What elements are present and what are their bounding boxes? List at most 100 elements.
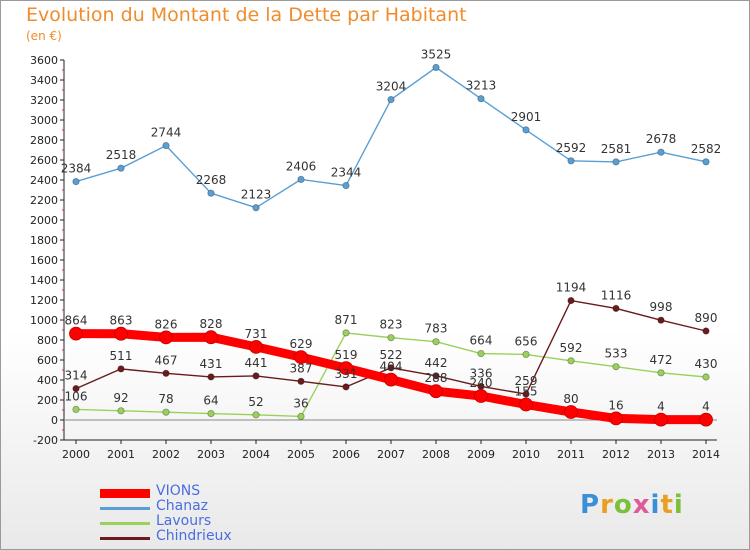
y-tick-label: 400 xyxy=(37,374,58,387)
data-point-chindrieux xyxy=(702,327,710,335)
data-label-chanaz: 2123 xyxy=(241,188,272,202)
x-tick-label: 2006 xyxy=(332,448,360,461)
data-point-chanaz xyxy=(477,95,485,103)
data-label-chanaz: 2678 xyxy=(646,132,677,146)
data-point-vions xyxy=(429,384,443,399)
legend-swatch-chindrieux xyxy=(100,537,150,540)
data-label-chanaz: 2744 xyxy=(151,126,182,140)
data-label-chanaz: 3204 xyxy=(376,80,407,94)
data-label-chindrieux: 1194 xyxy=(556,281,587,295)
data-label-vions: 629 xyxy=(290,337,313,351)
data-label-chanaz: 2268 xyxy=(196,173,227,187)
data-point-vions xyxy=(609,411,623,426)
x-tick-label: 2011 xyxy=(557,448,585,461)
data-point-vions xyxy=(564,405,578,419)
data-point-chanaz xyxy=(297,175,305,183)
y-tick-label: 2200 xyxy=(30,194,58,207)
y-tick-label: 2600 xyxy=(30,154,58,167)
data-point-chindrieux xyxy=(387,364,395,372)
data-label-chanaz: 3525 xyxy=(421,48,452,62)
x-tick-label: 2009 xyxy=(467,448,495,461)
data-point-vions xyxy=(294,350,308,365)
data-point-lavours xyxy=(702,373,710,381)
chart-title: Evolution du Montant de la Dette par Hab… xyxy=(26,4,467,26)
data-label-chanaz: 2406 xyxy=(286,159,317,173)
data-label-chanaz: 3213 xyxy=(466,79,497,93)
y-tick-label: 600 xyxy=(37,354,58,367)
x-tick-label: 2010 xyxy=(512,448,540,461)
data-label-vions: 731 xyxy=(245,327,268,341)
data-label-chanaz: 2582 xyxy=(691,142,722,156)
data-point-chanaz xyxy=(162,142,170,150)
y-tick-label: 3400 xyxy=(30,74,58,87)
data-point-vions xyxy=(204,330,218,345)
data-label-chindrieux: 890 xyxy=(695,311,718,325)
data-label-lavours: 823 xyxy=(380,318,403,332)
x-tick-label: 2014 xyxy=(692,448,720,461)
data-label-vions: 404 xyxy=(380,360,403,374)
data-label-chindrieux: 336 xyxy=(470,366,493,380)
data-point-lavours xyxy=(657,369,665,377)
data-label-lavours: 783 xyxy=(425,322,448,336)
data-point-lavours xyxy=(162,408,170,416)
data-point-chanaz xyxy=(117,164,125,172)
data-label-lavours: 36 xyxy=(293,396,308,410)
y-tick-label: 1000 xyxy=(30,314,58,327)
data-label-lavours: 472 xyxy=(650,353,673,367)
data-label-lavours: 78 xyxy=(158,392,173,406)
data-label-vions: 4 xyxy=(657,400,665,414)
data-label-chindrieux: 998 xyxy=(650,300,673,314)
data-label-chanaz: 2518 xyxy=(106,148,137,162)
data-label-chindrieux: 522 xyxy=(380,348,403,362)
data-point-vions xyxy=(339,361,353,376)
legend-swatch-lavours xyxy=(100,522,150,525)
x-tick-label: 2005 xyxy=(287,448,315,461)
data-label-vions: 4 xyxy=(702,400,710,414)
data-label-lavours: 52 xyxy=(248,395,263,409)
data-label-vions: 519 xyxy=(335,348,358,362)
data-point-lavours xyxy=(567,357,575,365)
data-point-chindrieux xyxy=(297,377,305,385)
data-label-chindrieux: 1116 xyxy=(601,288,632,302)
data-label-chindrieux: 467 xyxy=(155,353,178,367)
x-tick-label: 2000 xyxy=(62,448,90,461)
x-tick-label: 2004 xyxy=(242,448,270,461)
y-tick-label: 1800 xyxy=(30,234,58,247)
data-point-vions xyxy=(384,372,398,387)
data-point-chanaz xyxy=(342,182,350,190)
data-point-lavours xyxy=(252,411,260,419)
data-label-lavours: 106 xyxy=(65,389,88,403)
data-label-chanaz: 2344 xyxy=(331,166,362,180)
data-point-vions xyxy=(519,397,533,412)
data-label-lavours: 533 xyxy=(605,347,628,361)
data-point-chindrieux xyxy=(252,372,260,380)
y-tick-label: 2000 xyxy=(30,214,58,227)
data-point-vions xyxy=(114,326,128,341)
legend-item-vions: VIONS xyxy=(100,483,260,500)
data-point-chindrieux xyxy=(342,383,350,391)
data-point-lavours xyxy=(117,407,125,415)
legend-label-chanaz: Chanaz xyxy=(156,498,209,514)
data-point-chindrieux xyxy=(522,390,530,398)
data-point-chindrieux xyxy=(567,296,575,305)
data-label-lavours: 871 xyxy=(335,313,358,327)
x-tick-label: 2003 xyxy=(197,448,225,461)
data-label-chindrieux: 431 xyxy=(200,357,223,371)
data-label-vions: 16 xyxy=(608,398,623,412)
legend-label-chindrieux: Chindrieux xyxy=(156,528,232,544)
legend-item-chindrieux: Chindrieux xyxy=(100,528,260,545)
y-tick-label: 3000 xyxy=(30,114,58,127)
data-label-lavours: 92 xyxy=(113,391,128,405)
data-label-chindrieux: 441 xyxy=(245,356,268,370)
data-label-vions: 828 xyxy=(200,317,223,331)
data-label-lavours: 64 xyxy=(203,394,218,408)
data-point-lavours xyxy=(297,412,305,420)
data-label-chindrieux: 259 xyxy=(515,374,538,388)
data-label-vions: 863 xyxy=(110,314,133,328)
legend-label-vions: VIONS xyxy=(156,483,201,499)
y-tick-label: 2800 xyxy=(30,134,58,147)
data-point-chanaz xyxy=(387,96,395,104)
data-point-chanaz xyxy=(432,63,440,72)
x-tick-label: 2001 xyxy=(107,448,135,461)
legend-item-lavours: Lavours xyxy=(100,513,260,530)
